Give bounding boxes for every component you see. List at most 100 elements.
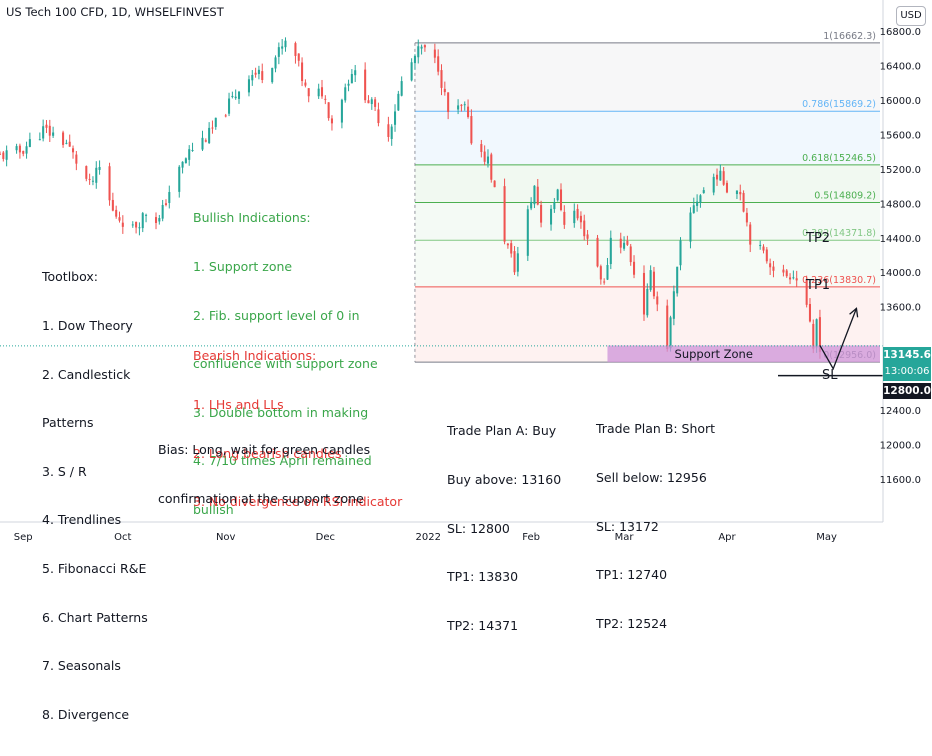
tp1-label: TP1: [806, 278, 831, 293]
candle-body: [387, 124, 390, 137]
candle-body: [277, 47, 280, 57]
sl-label: SL: [822, 368, 838, 383]
candle-body: [719, 170, 722, 181]
price-tick-label: 12000.0: [880, 441, 921, 452]
candle-body: [234, 96, 237, 99]
candle-body: [294, 43, 297, 56]
bearish-line: 3. No divergence on RSI indicator: [193, 494, 403, 510]
candle-body: [735, 190, 738, 195]
candle-body: [48, 125, 51, 136]
fib-level-label: 0.618(15246.5): [802, 153, 876, 164]
candle-body: [463, 104, 466, 106]
candle-body: [483, 151, 486, 162]
candle-body: [340, 99, 343, 123]
toolbox-line: Patterns: [42, 415, 94, 431]
candle-body: [666, 305, 669, 349]
candle-body: [550, 208, 553, 225]
candle-body: [689, 212, 692, 242]
candle-body: [609, 237, 612, 265]
candle-body: [251, 74, 254, 81]
candle-body: [795, 278, 798, 281]
price-tick-label: 13600.0: [880, 303, 921, 314]
candle-body: [583, 220, 586, 237]
plan-a-line: Buy above: 13160: [447, 472, 562, 488]
candle-body: [815, 319, 818, 348]
candle-body: [606, 264, 609, 280]
candle-body: [2, 152, 5, 159]
plan-a-line: TP1: 13830: [447, 569, 519, 585]
currency-button[interactable]: USD: [896, 6, 926, 26]
candle-body: [65, 142, 68, 144]
candle-body: [45, 124, 48, 128]
trade-plan-b: Trade Plan B: Short Sell below: 12956 SL…: [596, 389, 715, 664]
support-zone-label: Support Zone: [675, 347, 753, 361]
chart-stage[interactable]: 1(16662.3) 0.786(15869.2) 0.618(15246.5) 0.…: [0, 0, 932, 722]
candle-body: [274, 57, 277, 69]
candle-body: [72, 148, 75, 153]
time-tick-label: Dec: [316, 532, 335, 543]
candle-body: [281, 46, 284, 49]
candle-body: [556, 189, 559, 201]
candle-body: [808, 303, 811, 322]
candle-body: [553, 202, 556, 210]
price-chart[interactable]: 1(16662.3) 0.786(15869.2) 0.618(15246.5) 0.…: [0, 0, 932, 550]
candle-body: [135, 221, 138, 228]
candle-body: [493, 180, 496, 188]
candle-body: [247, 79, 250, 93]
candle-body: [68, 141, 71, 147]
price-tick-label: 16800.0: [880, 27, 921, 38]
chart-title: US Tech 100 CFD, 1D, WHSELFINVEST: [6, 5, 224, 19]
trade-plan-a: Trade Plan A: Buy Buy above: 13160 SL: 1…: [447, 391, 561, 666]
candle-body: [204, 140, 207, 142]
time-tick-label: 2022: [415, 532, 440, 543]
candle-body: [423, 45, 426, 48]
candle-body: [599, 266, 602, 280]
candle-body: [161, 204, 164, 219]
candle-body: [692, 205, 695, 213]
candle-body: [15, 146, 18, 151]
candle-body: [470, 116, 473, 144]
plan-b-line: TP1: 12740: [596, 567, 668, 583]
candle-body: [596, 237, 599, 267]
candle-body: [367, 100, 370, 104]
candle-body: [91, 180, 94, 182]
candle-body: [158, 218, 161, 222]
candle-body: [573, 210, 576, 224]
bullish-indications: Bullish Indications: 1. Support zone 2. …: [193, 178, 378, 551]
candle-body: [301, 62, 304, 82]
candle-body: [785, 270, 788, 277]
fib-level-label: 0.5(14809.2): [814, 191, 876, 202]
candle-body: [121, 222, 124, 227]
candle-body: [533, 185, 536, 205]
candle-body: [762, 246, 765, 251]
candle-body: [5, 150, 8, 160]
fib-level-label: 1(16662.3): [823, 31, 876, 42]
toolbox-line: 2. Candlestick: [42, 366, 131, 382]
candle-body: [330, 118, 333, 124]
candle-body: [224, 115, 227, 117]
candle-body: [745, 212, 748, 223]
candle-body: [433, 49, 436, 58]
candle-body: [619, 238, 622, 248]
bullish-line: 2. Fib. support level of 0 in: [193, 307, 360, 323]
bias-note: Bias: Long, wait for green candles confi…: [158, 410, 370, 540]
plan-a-line: TP2: 14371: [447, 617, 519, 633]
candle-body: [0, 153, 2, 155]
candle-body: [390, 126, 393, 139]
fib-level-label: 0.786(15869.2): [802, 99, 876, 110]
countdown-value: 13:00:06: [884, 366, 930, 377]
candle-body: [460, 104, 463, 106]
plan-a-line: SL: 12800: [447, 520, 510, 536]
candle-body: [679, 240, 682, 266]
candle-body: [563, 211, 566, 225]
candle-body: [138, 227, 141, 229]
candle-body: [417, 46, 420, 58]
candle-body: [145, 214, 148, 216]
candle-body: [327, 102, 330, 119]
projection-arrowhead: [849, 307, 859, 318]
candle-body: [603, 281, 606, 283]
plan-b-line: Trade Plan B: Short: [596, 421, 716, 437]
plan-b-line: TP2: 12524: [596, 615, 668, 631]
candle-body: [271, 67, 274, 83]
candle-body: [231, 95, 234, 97]
